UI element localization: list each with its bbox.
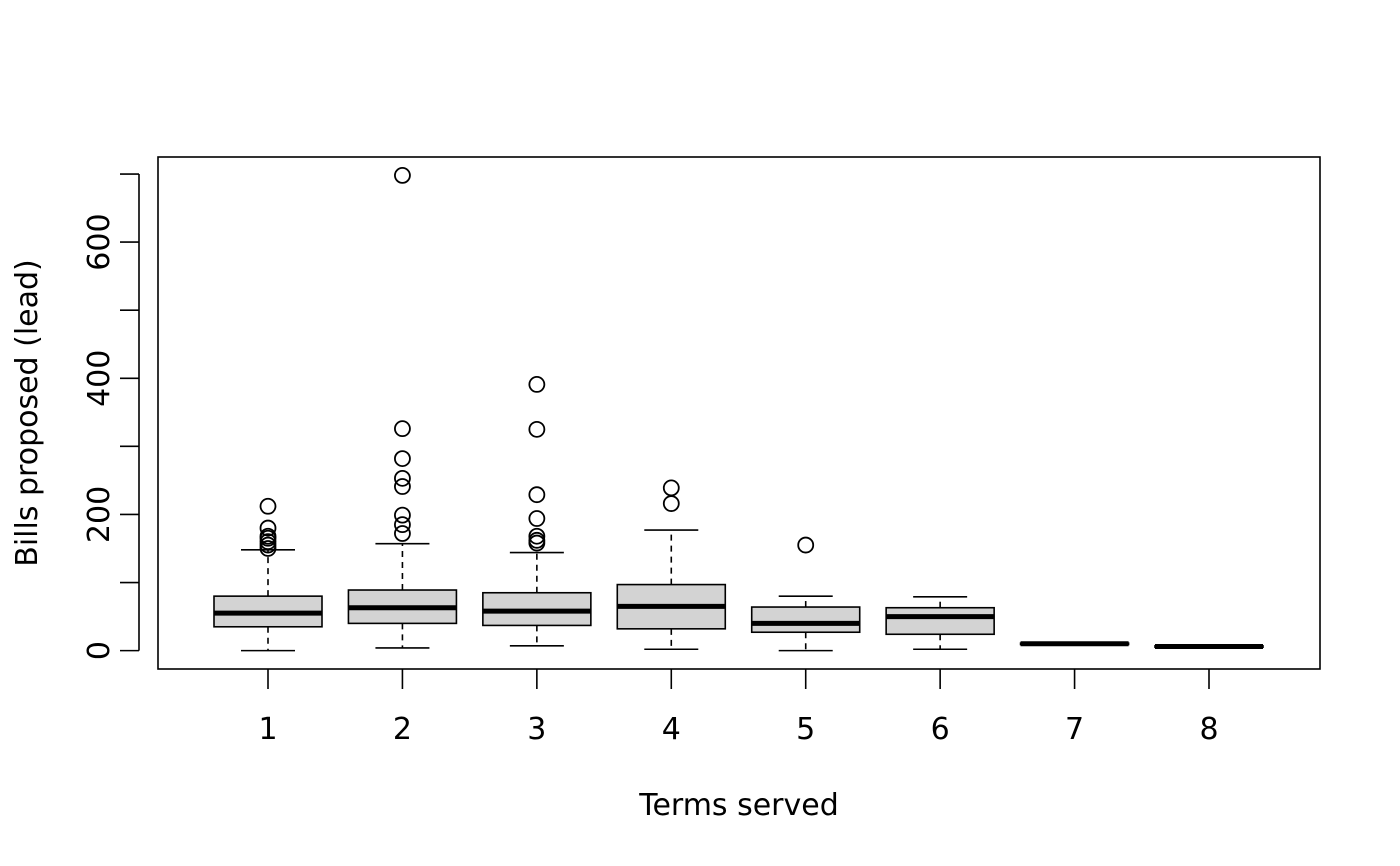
outlier-point <box>797 536 815 554</box>
box-5 <box>750 536 861 652</box>
y-tick-label: 600 <box>82 213 117 270</box>
outlier-point <box>394 450 411 468</box>
box-2 <box>347 166 458 649</box>
boxes-group <box>213 166 1264 652</box>
outlier-point <box>259 497 277 515</box>
outlier-point <box>394 469 411 487</box>
iqr-box <box>750 606 861 634</box>
x-axis-label: Terms served <box>638 788 839 823</box>
iqr-box <box>885 606 995 636</box>
y-tick-label: 200 <box>82 486 117 543</box>
outlier-point <box>528 420 546 438</box>
outlier-point <box>259 519 277 537</box>
box-3 <box>482 376 592 647</box>
x-tick-label: 5 <box>796 712 815 747</box>
outlier-point <box>528 486 546 504</box>
outlier-point <box>394 478 411 495</box>
outlier-point <box>394 525 411 542</box>
y-tick-label: 0 <box>82 641 117 660</box>
x-axis: 1 2 3 4 5 6 7 8 <box>258 669 1219 747</box>
outlier-point <box>394 420 411 438</box>
outlier-point <box>528 531 546 549</box>
x-tick-label: 8 <box>1199 712 1218 747</box>
outlier-point <box>394 516 411 534</box>
box-1 <box>213 497 323 652</box>
outlier-point <box>394 506 411 524</box>
x-tick-label: 4 <box>662 712 681 747</box>
x-tick-label: 6 <box>931 712 950 747</box>
plot-frame <box>157 156 1321 670</box>
x-tick-label: 3 <box>527 712 546 747</box>
x-tick-label: 7 <box>1065 712 1084 747</box>
y-axis-label: Bills proposed (lead) <box>10 259 45 567</box>
box-8 <box>1154 644 1264 650</box>
box-4 <box>616 479 727 651</box>
outlier-point <box>662 479 680 497</box>
x-tick-label: 2 <box>393 712 412 747</box>
outlier-point <box>662 495 680 512</box>
outlier-point <box>528 510 546 527</box>
y-tick-label: 400 <box>82 350 117 407</box>
box-7 <box>1019 641 1130 647</box>
y-axis: 0 200 400 600 <box>82 173 140 660</box>
outlier-point <box>528 376 546 393</box>
outlier-point <box>259 527 277 545</box>
outlier-point <box>394 166 411 184</box>
box-6 <box>885 596 995 651</box>
outlier-point <box>528 527 546 545</box>
x-tick-label: 1 <box>258 712 277 747</box>
